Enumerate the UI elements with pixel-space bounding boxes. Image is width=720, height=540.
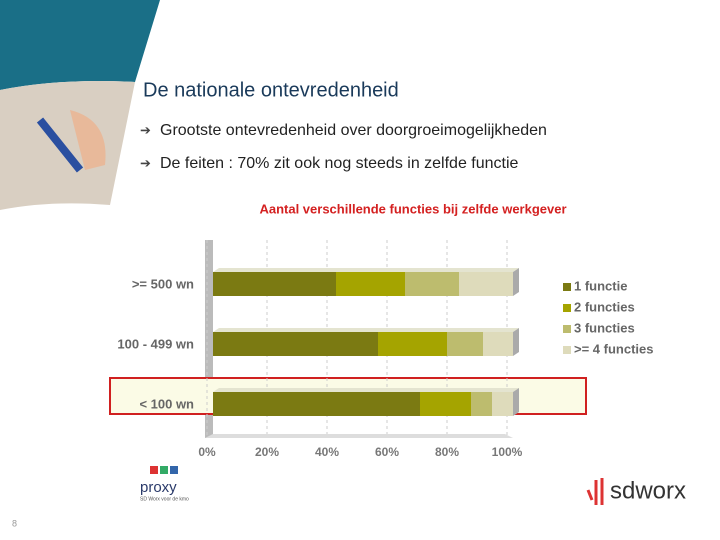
bullet-arrow: ➔ (140, 122, 151, 137)
legend-label: 2 functies (574, 299, 635, 314)
bar-segment (471, 392, 492, 416)
bar-top (213, 328, 519, 332)
logo-right: sdworx (610, 477, 686, 504)
legend-swatch (563, 304, 571, 312)
page-number: 8 (12, 518, 17, 528)
y-tick-label: >= 500 wn (132, 276, 194, 291)
chart-floor (205, 434, 513, 438)
bullet: Grootste ontevredenheid over doorgroeimo… (160, 122, 547, 139)
chart-wall (205, 240, 213, 438)
legend-label: >= 4 functies (574, 341, 653, 356)
legend-label: 1 functie (574, 278, 627, 293)
logo-icon (150, 466, 158, 474)
legend-swatch (563, 283, 571, 291)
chart: 0% 20% 40% 60% 80% 100% >= 500 wn 100 - 499 wn <… (109, 240, 653, 459)
y-tick-label: 100 - 499 wn (117, 336, 194, 351)
bar-segment (447, 332, 483, 356)
x-tick-label: 80% (435, 445, 459, 459)
photo-hand (70, 110, 106, 170)
bullet: De feiten : 70% zit ook nog steeds in ze… (160, 155, 519, 172)
legend-swatch (563, 325, 571, 333)
slide-title: De nationale ontevredenheid (143, 79, 399, 101)
header-band (0, 0, 160, 90)
legend-label: 3 functies (574, 320, 635, 335)
bar-segment (492, 392, 513, 416)
bar-segment (459, 272, 513, 296)
bar-segment (420, 392, 471, 416)
x-tick-label: 0% (198, 445, 216, 459)
bar-segment (213, 332, 378, 356)
bar-top (213, 268, 519, 272)
x-tick-label: 40% (315, 445, 339, 459)
bar-segment (378, 332, 447, 356)
x-tick-label: 100% (492, 445, 523, 459)
bar-top (213, 388, 519, 392)
photo (0, 81, 135, 210)
y-tick-label: < 100 wn (139, 396, 194, 411)
bar-segment (213, 272, 336, 296)
logo-left: proxy (140, 479, 177, 496)
legend-swatch (563, 346, 571, 354)
logo-left-sub: SD Worx voor de kmo (140, 496, 189, 502)
bar-segment (483, 332, 513, 356)
bar-segment (405, 272, 459, 296)
logo-icon (160, 466, 168, 474)
bar-end (513, 328, 519, 356)
x-tick-label: 60% (375, 445, 399, 459)
logo-right-mark (586, 478, 604, 505)
chart-title: Aantal verschillende functies bij zelfde… (259, 201, 566, 216)
bar-end (513, 268, 519, 296)
photo-pen (36, 117, 84, 173)
x-tick-label: 20% (255, 445, 279, 459)
bullet-arrow: ➔ (140, 155, 151, 170)
bar-segment (336, 272, 405, 296)
bar-segment (213, 392, 420, 416)
logo-icon (170, 466, 178, 474)
bar-end (513, 388, 519, 416)
